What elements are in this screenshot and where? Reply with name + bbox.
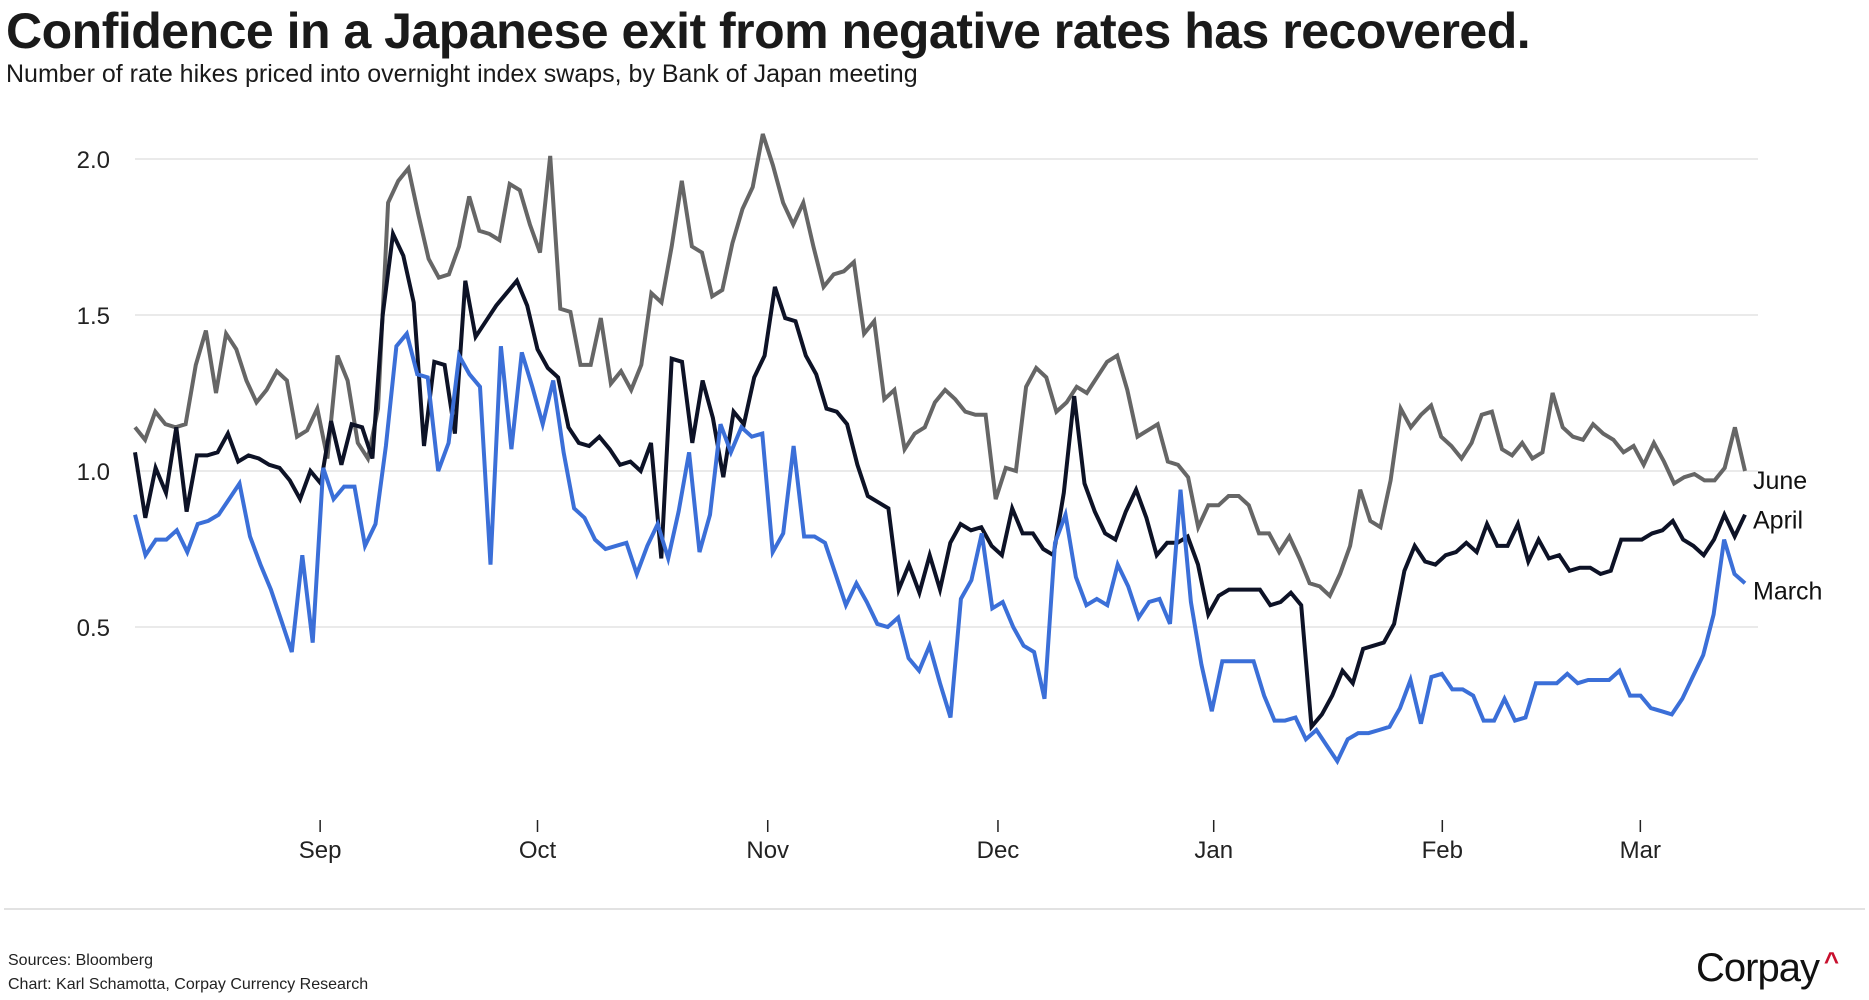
gridlines — [135, 158, 1758, 628]
chart-subtitle: Number of rate hikes priced into overnig… — [6, 60, 918, 88]
series-lines — [133, 133, 1747, 766]
x-axis-ticks: Sep Oct Nov Dec Jan Feb Mar — [299, 820, 1661, 864]
series-line-june — [133, 133, 1747, 600]
credit-note: Chart: Karl Schamotta, Corpay Currency R… — [8, 976, 369, 993]
corpay-logo-caret-icon: ^ — [1823, 946, 1839, 976]
y-tick-label: 1.0 — [77, 459, 110, 486]
y-tick-label: 1.5 — [77, 303, 110, 330]
line-chart: 0.5 1.0 1.5 2.0 Sep Oct Nov Dec Jan Feb Mar June A… — [77, 133, 1822, 864]
y-tick-label: 0.5 — [77, 615, 110, 642]
series-label-june: June — [1753, 467, 1807, 495]
source-note: Sources: Bloomberg — [8, 952, 153, 969]
series-label-april: April — [1753, 507, 1803, 535]
corpay-logo: Corpay — [1696, 946, 1820, 990]
chart-title: Confidence in a Japanese exit from negat… — [6, 3, 1531, 59]
x-tick-label: Nov — [746, 837, 789, 864]
x-tick-label: Oct — [519, 837, 557, 864]
series-label-march: March — [1753, 577, 1822, 605]
series-line-march — [133, 329, 1747, 766]
x-tick-label: Sep — [299, 837, 342, 864]
y-axis-ticks: 0.5 1.0 1.5 2.0 — [77, 147, 110, 642]
series-line-april — [133, 226, 1747, 732]
x-tick-label: Jan — [1194, 837, 1233, 864]
footer-divider — [4, 908, 1865, 910]
series-labels: June April March — [1753, 467, 1822, 605]
x-tick-label: Feb — [1422, 837, 1463, 864]
x-tick-label: Mar — [1620, 837, 1661, 864]
x-tick-label: Dec — [977, 837, 1020, 864]
y-tick-label: 2.0 — [77, 147, 110, 174]
